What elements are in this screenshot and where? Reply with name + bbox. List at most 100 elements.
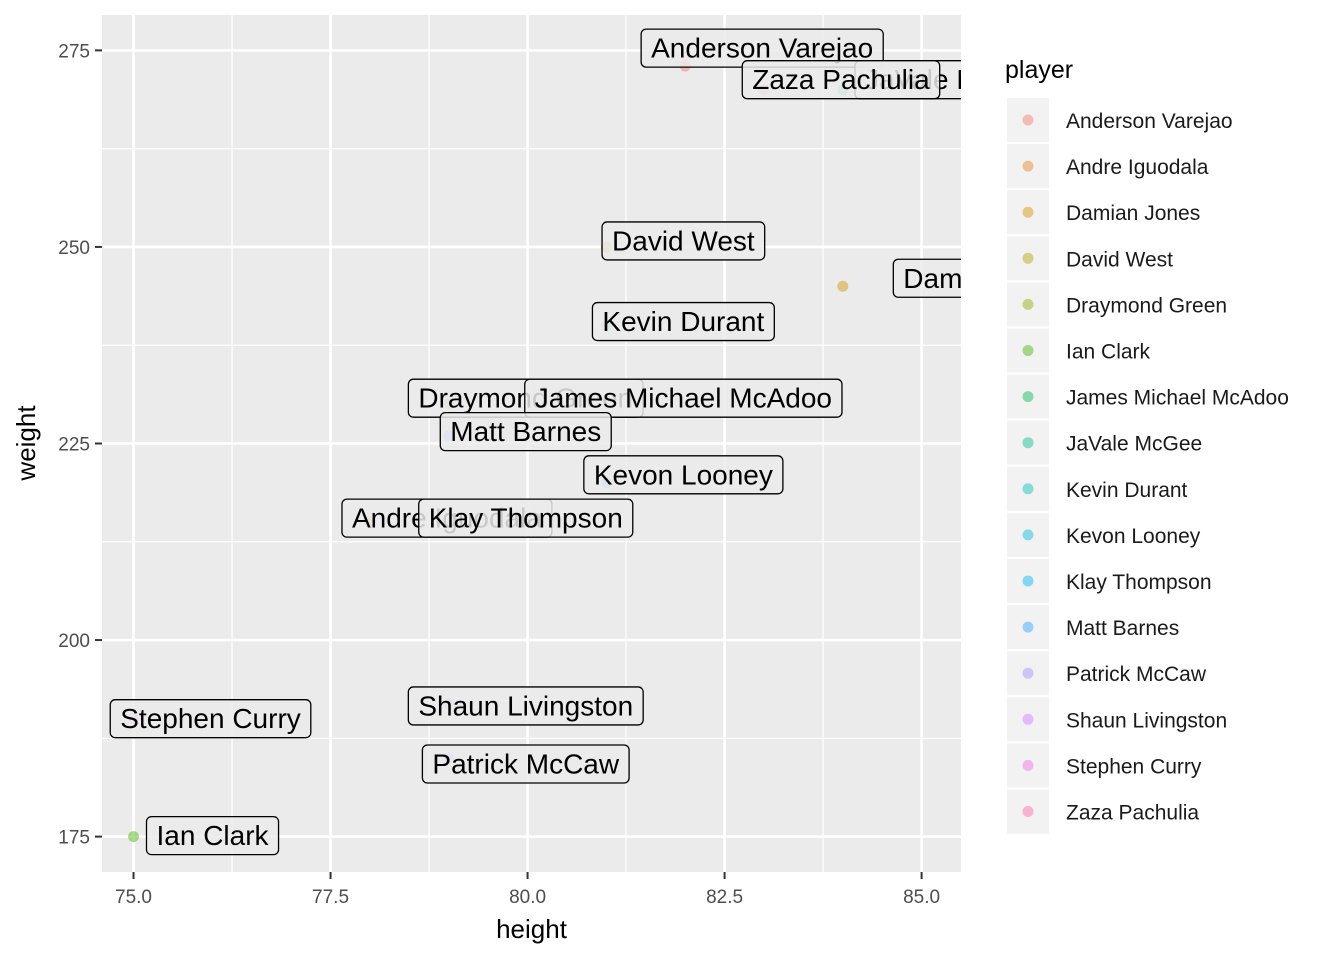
- legend-key: [1007, 374, 1049, 419]
- legend-swatch: [1022, 298, 1034, 310]
- x-tick-label: 85.0: [903, 887, 940, 908]
- x-tick-label: 77.5: [312, 887, 349, 908]
- legend-swatch: [1022, 345, 1034, 356]
- point-label: Ian Clark: [145, 815, 280, 856]
- point-label: Zaza Pachulia: [741, 60, 941, 100]
- legend-label: Stephen Curry: [1066, 755, 1202, 778]
- legend-key: [1007, 651, 1049, 696]
- legend-item: Klay Thompson: [1007, 559, 1212, 603]
- svg-text:Patrick McCaw: Patrick McCaw: [432, 748, 619, 779]
- svg-text:Matt Barnes: Matt Barnes: [450, 416, 601, 447]
- point-label: Damian Jones: [892, 258, 1082, 298]
- legend-label: David West: [1066, 248, 1173, 271]
- legend-item: Matt Barnes: [1007, 605, 1179, 650]
- svg-text:Anderson Varejao: Anderson Varejao: [651, 33, 873, 64]
- legend-key: [1007, 98, 1049, 142]
- legend-item: Draymond Green: [1007, 282, 1227, 327]
- svg-text:Stephen Curry: Stephen Curry: [120, 703, 301, 734]
- legend-item: David West: [1007, 236, 1173, 281]
- legend-key: [1007, 144, 1049, 189]
- svg-text:Damian Jones: Damian Jones: [903, 263, 1082, 294]
- legend-title: player: [1005, 56, 1073, 84]
- svg-text:David West: David West: [612, 225, 755, 256]
- legend-item: Zaza Pachulia: [1007, 789, 1199, 834]
- x-tick-label: 75.0: [115, 887, 152, 908]
- legend-swatch: [1022, 391, 1034, 403]
- legend-key: [1007, 789, 1049, 834]
- legend-key: [1007, 743, 1049, 788]
- point-label: Klay Thompson: [418, 498, 634, 538]
- legend-swatch: [1022, 160, 1034, 172]
- legend-label: Ian Clark: [1066, 341, 1151, 364]
- svg-text:Ian Clark: Ian Clark: [156, 820, 269, 851]
- legend-swatch: [1022, 759, 1034, 771]
- svg-text:Kevin Durant: Kevin Durant: [602, 306, 764, 337]
- legend-key: [1007, 190, 1049, 235]
- legend-swatch: [1022, 206, 1034, 218]
- legend-item: Anderson Varejao: [1007, 98, 1233, 142]
- svg-text:Kevon Looney: Kevon Looney: [594, 459, 773, 490]
- legend-key: [1007, 236, 1049, 281]
- legend-label: JaVale McGee: [1066, 433, 1202, 456]
- legend-label: Draymond Green: [1066, 294, 1227, 317]
- legend-key: [1007, 605, 1049, 650]
- y-axis: 175 200 225 250 275: [58, 41, 102, 849]
- point-label: Stephen Curry: [109, 699, 312, 739]
- legend-key: [1007, 512, 1049, 557]
- y-tick-label: 225: [58, 435, 90, 456]
- legend-label: James Michael McAdoo: [1066, 387, 1289, 410]
- svg-text:Zaza Pachulia: Zaza Pachulia: [752, 64, 930, 95]
- legend-label: Anderson Varejao: [1066, 110, 1233, 133]
- legend-item: JaVale McGee: [1007, 420, 1202, 465]
- legend-swatch: [1022, 437, 1034, 449]
- legend-swatch: [1022, 621, 1034, 633]
- y-tick-label: 175: [58, 828, 90, 849]
- legend-item: Kevin Durant: [1007, 466, 1188, 511]
- legend-swatch: [1022, 667, 1034, 679]
- y-tick-label: 250: [58, 238, 90, 259]
- legend-swatch: [1022, 483, 1034, 495]
- legend-item: Patrick McCaw: [1007, 651, 1207, 696]
- legend-label: Matt Barnes: [1066, 617, 1179, 640]
- legend-label: Klay Thompson: [1066, 571, 1212, 594]
- legend-item: Ian Clark: [1007, 328, 1151, 373]
- legend-key: [1007, 466, 1049, 511]
- x-tick-label: 80.0: [509, 887, 546, 908]
- legend-label: Shaun Livingston: [1066, 709, 1227, 732]
- legend-label: Andre Iguodala: [1066, 156, 1209, 179]
- legend-label: Kevin Durant: [1066, 479, 1188, 502]
- legend-label: Patrick McCaw: [1066, 663, 1207, 686]
- legend-item: Shaun Livingston: [1007, 697, 1227, 742]
- legend-swatch: [1022, 713, 1034, 725]
- svg-text:Shaun Livingston: Shaun Livingston: [418, 690, 633, 721]
- legend-label: Damian Jones: [1066, 202, 1200, 225]
- legend-label: Zaza Pachulia: [1066, 802, 1199, 825]
- legend: player Anderson Varejao Andre Iguodala Dam…: [1005, 56, 1289, 834]
- legend-key: [1007, 328, 1049, 373]
- x-axis: 75.0 77.5 80.0 82.5 85.0: [115, 872, 940, 908]
- point-label: Patrick McCaw: [421, 744, 630, 784]
- legend-swatch: [1022, 114, 1034, 126]
- y-tick-label: 200: [58, 631, 90, 652]
- x-tick-label: 82.5: [706, 887, 743, 908]
- y-axis-title: weight: [11, 405, 41, 482]
- point-label: David West: [601, 221, 766, 261]
- y-tick-label: 275: [58, 41, 90, 62]
- legend-key: [1007, 697, 1049, 742]
- legend-swatch: [1022, 806, 1034, 817]
- point-label: Shaun Livingston: [407, 686, 644, 726]
- legend-key: [1007, 420, 1049, 465]
- svg-text:James Michael McAdoo: James Michael McAdoo: [535, 383, 832, 414]
- x-axis-title: height: [496, 914, 568, 944]
- legend-item: Damian Jones: [1007, 190, 1200, 235]
- data-point: [837, 280, 849, 292]
- legend-key: [1007, 559, 1049, 603]
- legend-item: James Michael McAdoo: [1007, 374, 1289, 419]
- legend-label: Kevon Looney: [1066, 525, 1201, 548]
- legend-swatch: [1022, 529, 1034, 541]
- point-label: Matt Barnes: [439, 411, 612, 452]
- point-label: Kevon Looney: [583, 455, 784, 495]
- point-label: James Michael McAdoo: [524, 378, 843, 418]
